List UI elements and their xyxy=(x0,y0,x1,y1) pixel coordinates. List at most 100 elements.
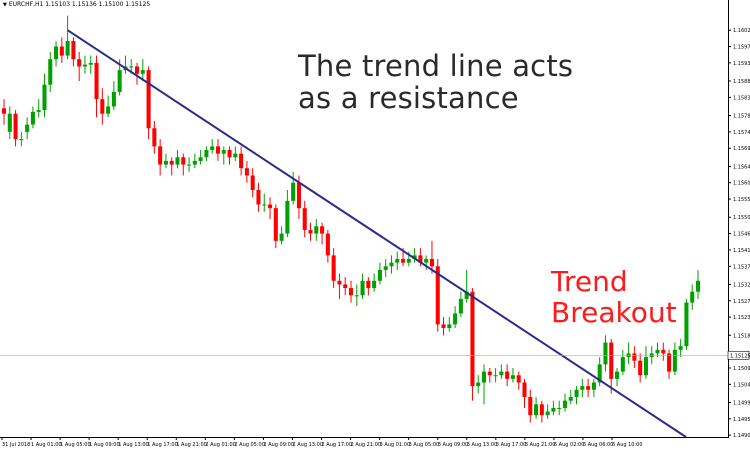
bullish-candle xyxy=(458,298,463,314)
bullish-candle xyxy=(30,111,35,125)
time-tick-label: 3 Aug 21:00 xyxy=(525,442,556,448)
bearish-candle xyxy=(331,255,336,281)
price-tick-label: 1.15415 xyxy=(733,248,750,254)
price-tick-label: 1.14950 xyxy=(733,417,750,423)
bullish-candle xyxy=(129,66,134,68)
axes-layer xyxy=(0,0,729,438)
price-tick-label: 1.15370 xyxy=(733,264,750,270)
trend-line xyxy=(67,29,687,438)
price-tick-label: 1.15645 xyxy=(733,164,750,170)
bearish-candle xyxy=(320,226,325,234)
bearish-candle xyxy=(337,280,342,285)
time-tick-label: 2 Aug 21:00 xyxy=(351,442,382,448)
bullish-candle xyxy=(568,397,573,401)
bullish-candle xyxy=(314,226,319,234)
bullish-candle xyxy=(285,200,290,234)
bearish-candle xyxy=(505,371,510,379)
bearish-candle xyxy=(418,255,423,263)
time-tick-label: 1 Aug 17:00 xyxy=(147,442,178,448)
bearish-candle xyxy=(59,46,64,56)
bearish-candle xyxy=(239,153,244,169)
bearish-candle xyxy=(273,208,278,241)
time-tick-label: 3 Aug 01:00 xyxy=(380,442,411,448)
time-tick-label: 3 Aug 09:00 xyxy=(438,442,469,448)
time-tick-label: 2 Aug 13:00 xyxy=(292,442,323,448)
symbol-header: ▼ EURCHF,H1 1.15103 1.15136 1.15100 1.151… xyxy=(3,1,150,8)
bullish-candle xyxy=(476,382,481,387)
bearish-candle xyxy=(169,160,174,165)
bullish-candle xyxy=(406,259,411,263)
bullish-candle xyxy=(562,400,568,408)
bullish-candle xyxy=(389,262,394,267)
current-price-marker: 1.15125 xyxy=(0,350,750,360)
bearish-candle xyxy=(308,229,313,234)
bearish-candle xyxy=(539,404,544,416)
bearish-candle xyxy=(13,113,18,140)
bullish-candle xyxy=(221,150,226,154)
bearish-candle xyxy=(181,157,186,165)
bearish-candle xyxy=(268,204,273,209)
bullish-candle xyxy=(88,62,93,65)
bullish-candle xyxy=(655,349,660,354)
bullish-candle xyxy=(395,259,400,263)
bullish-candle xyxy=(291,182,296,201)
bullish-candle xyxy=(447,324,452,329)
bullish-candle xyxy=(464,291,469,299)
bearish-candle xyxy=(638,360,643,376)
bullish-candle xyxy=(597,364,602,383)
bullish-candle xyxy=(684,302,689,347)
price-tick-label: 1.15600 xyxy=(733,181,750,187)
bullish-candle xyxy=(82,64,87,67)
price-tick-label: 1.14995 xyxy=(733,400,750,406)
bullish-candle xyxy=(187,164,192,166)
bearish-candle xyxy=(487,371,492,376)
bearish-candle xyxy=(586,386,591,390)
bearish-candle xyxy=(250,175,255,190)
time-tick-label: 1 Aug 05:00 xyxy=(60,442,91,448)
bullish-candle xyxy=(603,342,608,365)
bullish-candle xyxy=(377,269,382,281)
bearish-candle xyxy=(348,288,354,296)
bullish-candle xyxy=(620,357,625,372)
breakout-annotation-line1: Trend xyxy=(551,265,628,298)
price-tick-label: 1.15880 xyxy=(733,79,750,85)
bullish-candle xyxy=(163,160,168,165)
bullish-candle xyxy=(534,404,539,416)
bullish-candle xyxy=(36,110,41,112)
price-tick-label: 1.15785 xyxy=(733,114,750,120)
bearish-candle xyxy=(429,259,434,267)
bullish-candle xyxy=(591,382,596,390)
time-tick-label: 1 Aug 13:00 xyxy=(118,442,149,448)
time-tick-label: 6 Aug 06:00 xyxy=(583,442,614,448)
price-tick-label: 1.15505 xyxy=(733,215,750,221)
bullish-candle xyxy=(383,266,388,270)
price-tick-label: 1.15045 xyxy=(733,382,750,388)
bearish-candle xyxy=(256,189,261,205)
bullish-candle xyxy=(580,386,585,390)
time-tick-label: 2 Aug 09:00 xyxy=(263,442,294,448)
bullish-candle xyxy=(210,146,215,151)
bearish-candle xyxy=(152,128,157,147)
bullish-candle xyxy=(42,84,47,111)
bullish-candle xyxy=(175,157,180,165)
bullish-candle xyxy=(424,259,429,263)
bullish-candle xyxy=(678,346,683,350)
bearish-candle xyxy=(1,108,7,114)
bullish-candle xyxy=(557,407,562,409)
bullish-candle xyxy=(672,349,677,372)
price-tick-label: 1.16020 xyxy=(733,28,750,34)
candles-layer xyxy=(1,15,701,423)
bearish-candle xyxy=(227,150,232,158)
bearish-candle xyxy=(215,146,221,154)
price-tick-label: 1.15460 xyxy=(733,232,750,238)
price-tick-label: 1.15230 xyxy=(733,315,750,321)
time-tick-label: 6 Aug 02:00 xyxy=(554,442,585,448)
bullish-candle xyxy=(198,157,203,161)
time-tick-label: 1 Aug 01:00 xyxy=(31,442,62,448)
bearish-candle xyxy=(100,99,105,114)
bullish-candle xyxy=(25,124,30,132)
price-tick-label: 1.15930 xyxy=(733,61,750,67)
bullish-candle xyxy=(690,291,695,303)
time-tick-label: 2 Aug 17:00 xyxy=(322,442,353,448)
price-tick-label: 1.15975 xyxy=(733,45,750,51)
